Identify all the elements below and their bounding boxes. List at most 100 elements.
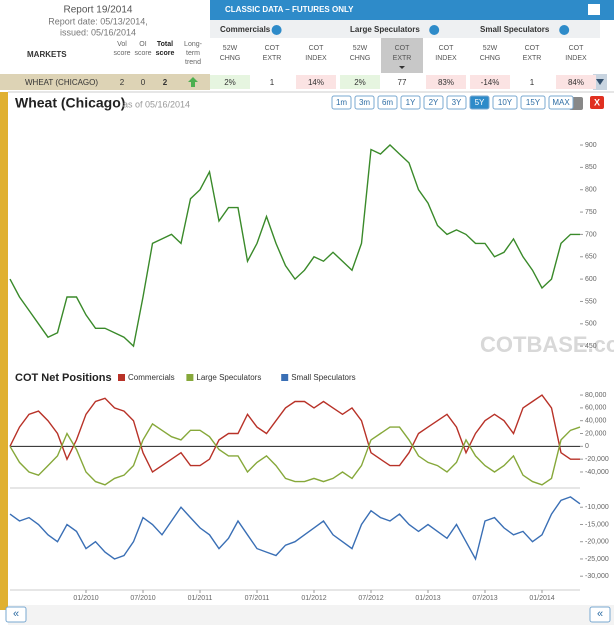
range-label[interactable]: 15Y: [526, 98, 541, 107]
column-header[interactable]: 52W: [483, 45, 498, 52]
column-header[interactable]: INDEX: [305, 55, 327, 62]
range-label[interactable]: 6m: [382, 98, 393, 107]
watermark: COTBASE.com: [480, 332, 614, 357]
range-button[interactable]: [400, 95, 421, 110]
cell-value: 84%: [568, 78, 584, 87]
column-header[interactable]: EXTR: [263, 55, 282, 62]
range-button[interactable]: [520, 95, 546, 110]
range-button[interactable]: [377, 95, 398, 110]
y-tick-label: -25,000: [585, 556, 609, 563]
nav-button[interactable]: [589, 606, 611, 623]
range-button[interactable]: [331, 95, 352, 110]
series-line: [9, 394, 580, 474]
help-icon[interactable]: [559, 25, 570, 35]
close-label[interactable]: X: [594, 97, 600, 107]
market-row-bg: [0, 74, 210, 90]
nav-button[interactable]: [5, 606, 27, 623]
range-button[interactable]: [469, 95, 490, 110]
range-button[interactable]: [446, 95, 467, 110]
column-header: trend: [185, 59, 201, 66]
range-button[interactable]: [492, 95, 518, 110]
column-header[interactable]: COT: [309, 45, 325, 52]
print-icon[interactable]: [588, 4, 600, 15]
column-header[interactable]: COT: [525, 45, 541, 52]
legend-swatch: [118, 374, 125, 381]
y-tick-label: -15,000: [585, 521, 609, 528]
report: Report 19/2014: [64, 5, 133, 16]
column-header[interactable]: EXTR: [523, 55, 542, 62]
range-label[interactable]: 2Y: [429, 98, 439, 107]
close-button[interactable]: [590, 96, 604, 109]
y-tick-label: 700: [585, 231, 597, 238]
range-label[interactable]: 3m: [359, 98, 370, 107]
group-name: Commercials: [220, 25, 271, 34]
nav-label[interactable]: «: [597, 608, 603, 620]
range-label[interactable]: 3Y: [452, 98, 462, 107]
x-tick-label: 07/2010: [130, 595, 155, 602]
column-header[interactable]: INDEX: [435, 55, 457, 62]
market-name: WHEAT (CHICAGO): [25, 78, 98, 87]
column-header: OI: [139, 41, 146, 48]
column-header[interactable]: COT: [439, 45, 455, 52]
x-tick-label: 01/2013: [415, 595, 440, 602]
column-header[interactable]: INDEX: [565, 55, 587, 62]
cell-value: -14%: [481, 78, 500, 87]
column-header[interactable]: CHNG: [480, 55, 501, 62]
range-button[interactable]: [423, 95, 444, 110]
nav-label[interactable]: «: [13, 608, 19, 620]
range-label[interactable]: 10Y: [498, 98, 513, 107]
x-tick-label: 01/2011: [188, 595, 213, 602]
column-header[interactable]: COT: [569, 45, 585, 52]
cell-value: 1: [270, 78, 275, 87]
cell-value: 77: [398, 78, 407, 87]
column-header[interactable]: COT: [395, 45, 411, 52]
trend-arrow: [188, 77, 198, 87]
column-header[interactable]: 52W: [223, 45, 238, 52]
column-header[interactable]: EXTR: [393, 55, 412, 62]
column-header[interactable]: CHNG: [220, 55, 241, 62]
markets-label: MARKETS: [27, 50, 67, 59]
column-header: score: [134, 50, 151, 57]
cell-value: 2%: [224, 78, 236, 87]
legend-swatch: [186, 374, 194, 381]
range-label[interactable]: 1Y: [406, 98, 416, 107]
y-tick-label: 900: [585, 142, 597, 149]
column-header[interactable]: COT: [265, 45, 281, 52]
series-line: [9, 144, 580, 348]
help-icon[interactable]: [271, 25, 282, 35]
y-tick-label: 80,000: [585, 392, 607, 399]
cell-bg: [340, 75, 380, 89]
as-of: as of 05/16/2014: [123, 99, 190, 109]
group-name: Small Speculators: [480, 25, 550, 34]
classic-title: CLASSIC DATA – FUTURES ONLY: [225, 5, 354, 14]
cell-bg: [512, 75, 552, 89]
cell-bg: [382, 75, 422, 89]
cell-bg: [470, 75, 510, 89]
classic-bar: [210, 0, 614, 20]
y-tick-label: -20,000: [585, 539, 609, 546]
x-tick-label: 07/2012: [358, 595, 383, 602]
range-button[interactable]: [354, 95, 375, 110]
sort-arrow: [399, 66, 405, 69]
legend-label: Small Speculators: [291, 373, 355, 382]
y-tick-label: 60,000: [585, 405, 607, 412]
range-label[interactable]: 5Y: [475, 98, 485, 107]
range-button[interactable]: [548, 95, 574, 110]
column-header: score: [113, 50, 130, 57]
cot-title: COT Net Positions: [15, 372, 112, 384]
help-icon[interactable]: [429, 25, 440, 35]
total-score: 2: [163, 78, 168, 87]
column-header[interactable]: 52W: [353, 45, 368, 52]
column-header[interactable]: CHNG: [350, 55, 371, 62]
range-label[interactable]: MAX: [552, 98, 570, 107]
column-header: Total: [157, 41, 173, 48]
range-label[interactable]: 1m: [336, 98, 347, 107]
column-header: score: [156, 50, 175, 57]
report-date: Report date: 05/13/2014,: [48, 16, 148, 26]
legend-swatch: [281, 374, 289, 381]
x-tick-label: 01/2012: [301, 595, 326, 602]
chart-title: Wheat (Chicago): [15, 95, 125, 111]
x-tick-label: 01/2014: [529, 595, 554, 602]
y-tick-label: -30,000: [585, 573, 609, 580]
